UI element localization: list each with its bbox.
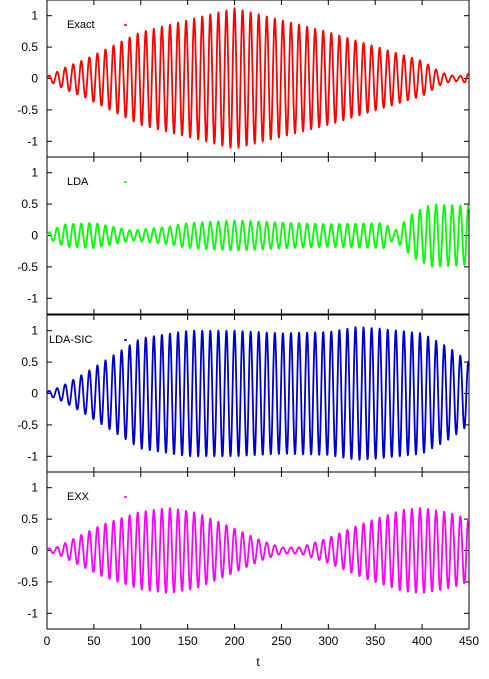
series-line-exx [46, 507, 470, 594]
y-tick-label: -1 [27, 606, 38, 620]
y-tick-label: -0.5 [17, 418, 38, 432]
x-tick-label: 100 [131, 634, 151, 648]
y-tick-label: -0.5 [17, 103, 38, 117]
y-tick-label: 1 [31, 481, 38, 495]
y-tick-label: -0.5 [17, 575, 38, 589]
y-tick-label: 0 [31, 387, 38, 401]
x-axis-label: t [256, 655, 260, 669]
legend-label: Exact [67, 19, 95, 31]
x-tick-label: 300 [318, 634, 338, 648]
x-tick-label: 350 [365, 634, 385, 648]
y-tick-label: 0.5 [21, 355, 38, 369]
x-tick-label: 0 [44, 634, 51, 648]
legend-label: EXX [67, 491, 90, 503]
x-tick-label: 400 [412, 634, 432, 648]
y-tick-label: -1 [27, 449, 38, 463]
series-line-lda [46, 203, 470, 268]
y-tick-label: -1 [27, 134, 38, 148]
y-tick-label: 0.5 [21, 512, 38, 526]
legend-label: LDA-SIC [49, 334, 92, 346]
series-line-lda-sic [46, 326, 470, 461]
y-tick-label: 0 [31, 229, 38, 243]
y-tick-label: -1 [27, 291, 38, 305]
y-tick-label: 1 [31, 166, 38, 180]
y-tick-label: 1 [31, 9, 38, 23]
legend-label: LDA [67, 176, 89, 188]
x-tick-label: 150 [178, 634, 198, 648]
x-tick-label: 200 [225, 634, 245, 648]
x-tick-label: 250 [271, 634, 291, 648]
y-tick-label: 1 [31, 324, 38, 338]
x-tick-label: 50 [87, 634, 101, 648]
y-tick-label: 0.5 [21, 40, 38, 54]
y-tick-label: 0 [31, 544, 38, 558]
series-line-exact [46, 7, 470, 149]
y-tick-label: -0.5 [17, 260, 38, 274]
y-tick-label: 0.5 [21, 197, 38, 211]
x-tick-label: 450 [459, 634, 479, 648]
y-tick-label: 0 [31, 72, 38, 86]
